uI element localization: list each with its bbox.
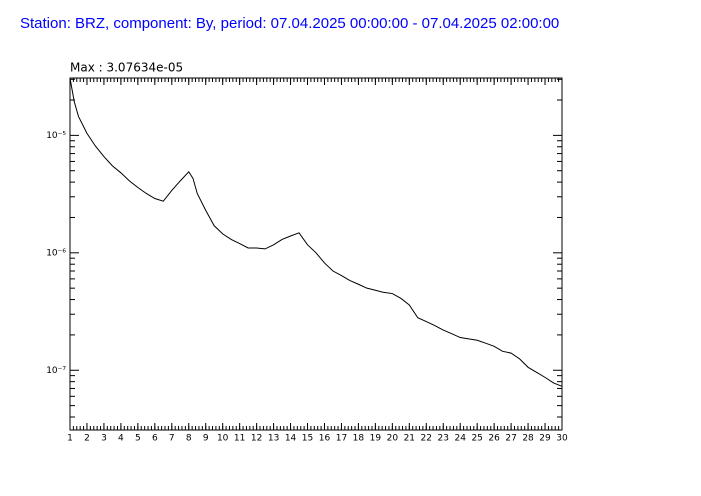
x-tick-label: 29 bbox=[539, 434, 551, 444]
x-tick-label: 15 bbox=[302, 434, 313, 444]
x-tick-label: 30 bbox=[556, 434, 568, 444]
x-tick-label: 4 bbox=[118, 434, 124, 444]
x-tick-label: 28 bbox=[522, 434, 534, 444]
x-tick-label: 18 bbox=[353, 434, 365, 444]
x-tick-label: 20 bbox=[387, 434, 399, 444]
chart-title: Station: BRZ, component: By, period: 07.… bbox=[20, 15, 559, 32]
x-tick-label: 5 bbox=[135, 434, 141, 444]
x-tick-label: 21 bbox=[404, 434, 415, 444]
x-tick-label: 13 bbox=[268, 434, 279, 444]
x-tick-label: 2 bbox=[84, 434, 90, 444]
spectrum-line bbox=[69, 78, 563, 387]
x-tick-label: 14 bbox=[285, 434, 297, 444]
x-tick-label: 12 bbox=[251, 434, 262, 444]
x-tick-label: 25 bbox=[471, 434, 482, 444]
x-tick-label: 24 bbox=[454, 434, 466, 444]
y-tick-label: 10⁻⁷ bbox=[46, 366, 66, 376]
x-tick-label: 16 bbox=[319, 434, 331, 444]
x-tick-label: 8 bbox=[186, 434, 192, 444]
x-tick-label: 23 bbox=[438, 434, 449, 444]
x-tick-label: 17 bbox=[336, 434, 347, 444]
x-tick-label: 27 bbox=[505, 434, 516, 444]
x-tick-label: 7 bbox=[169, 434, 175, 444]
x-tick-label: 9 bbox=[203, 434, 209, 444]
max-annotation: Max : 3.07634e-05 bbox=[70, 61, 183, 75]
x-tick-label: 11 bbox=[234, 434, 245, 444]
x-tick-label: 26 bbox=[488, 434, 500, 444]
x-tick-label: 1 bbox=[67, 434, 73, 444]
y-tick-label: 10⁻⁶ bbox=[46, 248, 66, 258]
x-tick-label: 22 bbox=[421, 434, 432, 444]
x-tick-label: 3 bbox=[101, 434, 107, 444]
x-tick-label: 6 bbox=[152, 434, 158, 444]
y-tick-label: 10⁻⁵ bbox=[46, 131, 66, 141]
x-tick-label: 19 bbox=[370, 434, 382, 444]
x-tick-label: 10 bbox=[217, 434, 229, 444]
plot-frame bbox=[69, 77, 563, 431]
